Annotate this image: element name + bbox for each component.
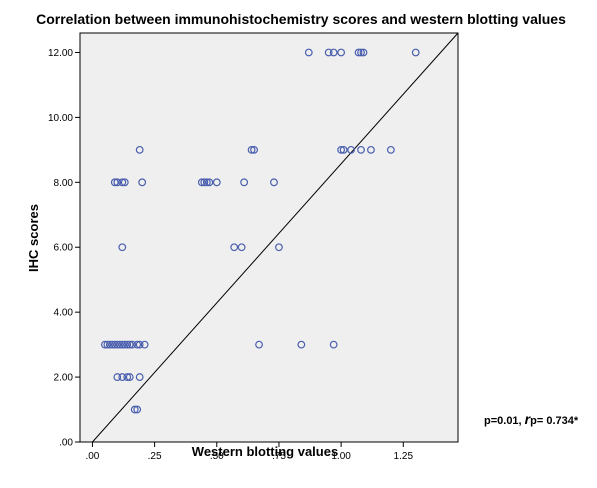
data-point — [103, 340, 112, 349]
chart-title: Correlation between immunohistochemistry… — [36, 11, 566, 27]
y-tick-label: 2.00 — [54, 373, 74, 384]
x-ticks: .00 .25 .50 .75 1.00 1.25 — [85, 442, 413, 462]
data-point — [237, 243, 246, 252]
data-point — [357, 145, 365, 154]
data-points — [100, 48, 420, 414]
data-point — [133, 405, 142, 414]
x-tick-label: .25 — [148, 451, 162, 462]
reference-line — [92, 32, 459, 443]
data-point — [202, 178, 211, 187]
data-point — [138, 178, 147, 187]
data-point — [135, 373, 144, 381]
data-point — [120, 340, 129, 349]
y-tick-label: 10.00 — [48, 113, 73, 124]
y-tick-label: 8.00 — [54, 178, 74, 189]
data-point — [133, 340, 142, 349]
annotation-suffix: p= 0.734* — [530, 415, 579, 427]
data-point — [357, 48, 365, 57]
y-tick-label: 12.00 — [48, 48, 73, 59]
data-point — [250, 145, 258, 154]
data-point — [123, 373, 132, 381]
data-point — [247, 145, 256, 154]
data-point — [125, 373, 134, 381]
y-axis-label: IHC scores — [26, 204, 41, 272]
plot-area — [79, 32, 459, 443]
data-point — [118, 243, 127, 252]
x-tick-label: 1.25 — [394, 451, 414, 462]
data-point — [140, 340, 149, 349]
data-point — [270, 178, 278, 187]
data-point — [108, 340, 117, 349]
x-tick-label: .50 — [210, 451, 224, 462]
data-point — [367, 145, 375, 154]
data-point — [110, 178, 119, 187]
data-point — [324, 48, 333, 57]
data-point — [125, 340, 134, 349]
x-axis-label: Western blotting values — [192, 444, 338, 459]
data-point — [304, 48, 313, 57]
data-point — [135, 340, 144, 349]
data-point — [337, 48, 346, 57]
data-point — [110, 340, 119, 349]
data-point — [275, 243, 283, 252]
data-point — [354, 48, 363, 57]
data-point — [411, 48, 420, 57]
data-point — [120, 178, 129, 187]
data-point — [113, 178, 122, 187]
data-point — [386, 145, 395, 154]
data-point — [329, 48, 338, 57]
annotation-prefix: p=0.01, — [484, 415, 525, 427]
data-point — [197, 178, 206, 187]
data-point — [337, 145, 346, 154]
data-point — [329, 340, 338, 349]
data-point — [255, 340, 263, 349]
data-point — [130, 405, 139, 414]
data-point — [113, 340, 122, 349]
data-point — [135, 145, 144, 154]
data-point — [230, 243, 239, 252]
data-point — [105, 340, 114, 349]
data-point — [115, 340, 124, 349]
data-point — [205, 178, 214, 187]
data-point — [339, 145, 348, 154]
data-point — [118, 178, 127, 187]
data-point — [297, 340, 306, 349]
y-tick-label: 4.00 — [54, 308, 74, 319]
data-point — [118, 373, 127, 381]
y-ticks: .00 2.00 4.00 6.00 8.00 10.00 12.00 — [48, 48, 80, 449]
data-point — [118, 340, 127, 349]
data-point — [212, 178, 221, 187]
annotation-r: r — [525, 411, 532, 427]
x-tick-label: .00 — [85, 451, 99, 462]
data-point — [123, 340, 132, 349]
data-point — [200, 178, 209, 187]
data-point — [100, 340, 109, 349]
y-tick-label: .00 — [59, 438, 73, 449]
data-point — [128, 340, 137, 349]
correlation-annotation: p=0.01, rp= 0.734* — [484, 411, 579, 427]
data-point — [113, 373, 122, 381]
data-point — [347, 145, 355, 154]
x-tick-label: .75 — [272, 451, 286, 462]
y-tick-label: 6.00 — [54, 243, 74, 254]
data-point — [359, 48, 368, 57]
data-point — [240, 178, 249, 187]
x-tick-label: 1.00 — [331, 451, 351, 462]
